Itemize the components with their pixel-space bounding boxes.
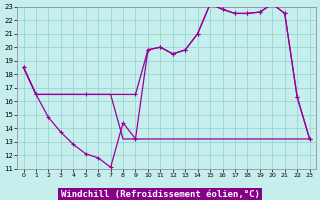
Text: Windchill (Refroidissement éolien,°C): Windchill (Refroidissement éolien,°C): [60, 190, 260, 200]
